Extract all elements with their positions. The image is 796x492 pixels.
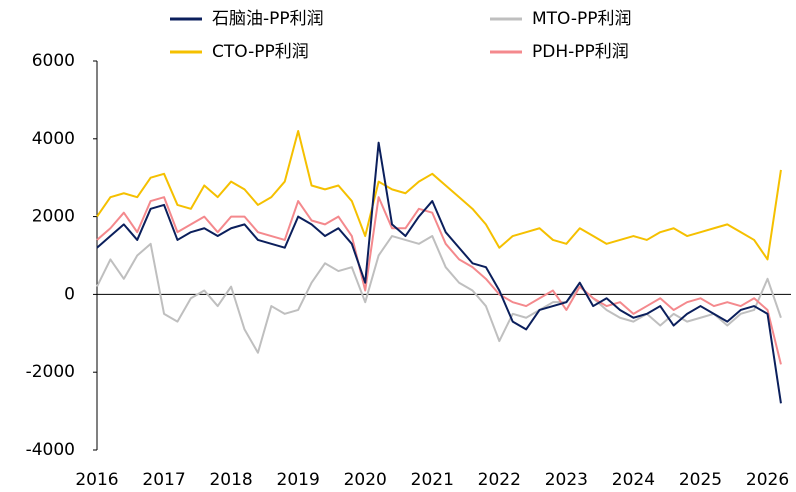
x-tick-label: 2026 bbox=[746, 470, 789, 490]
x-tick-label: 2024 bbox=[612, 470, 655, 490]
x-tick-label: 2019 bbox=[277, 470, 320, 490]
series-line bbox=[96, 196, 782, 365]
y-tick-label: -4000 bbox=[26, 440, 75, 460]
x-tick-label: 2017 bbox=[142, 470, 185, 490]
y-tick-label: -2000 bbox=[26, 362, 75, 382]
y-tick-label: 0 bbox=[64, 284, 75, 304]
legend-label: CTO-PP利润 bbox=[212, 42, 309, 62]
y-tick-label: 2000 bbox=[32, 207, 75, 227]
y-tick-label: 4000 bbox=[32, 129, 75, 149]
x-tick-label: 2016 bbox=[75, 470, 118, 490]
x-tick-label: 2021 bbox=[411, 470, 454, 490]
x-tick-label: 2018 bbox=[209, 470, 252, 490]
y-tick-label: 6000 bbox=[32, 51, 75, 71]
legend-label: MTO-PP利润 bbox=[532, 9, 632, 29]
series-line bbox=[96, 130, 782, 261]
x-tick-label: 2025 bbox=[679, 470, 722, 490]
x-tick-label: 2020 bbox=[344, 470, 387, 490]
x-tick-label: 2022 bbox=[478, 470, 521, 490]
legend-label: PDH-PP利润 bbox=[532, 42, 629, 62]
legend-label: 石脑油-PP利润 bbox=[212, 9, 324, 29]
series-line bbox=[96, 235, 782, 354]
x-tick-label: 2023 bbox=[545, 470, 588, 490]
series-line bbox=[96, 141, 782, 404]
